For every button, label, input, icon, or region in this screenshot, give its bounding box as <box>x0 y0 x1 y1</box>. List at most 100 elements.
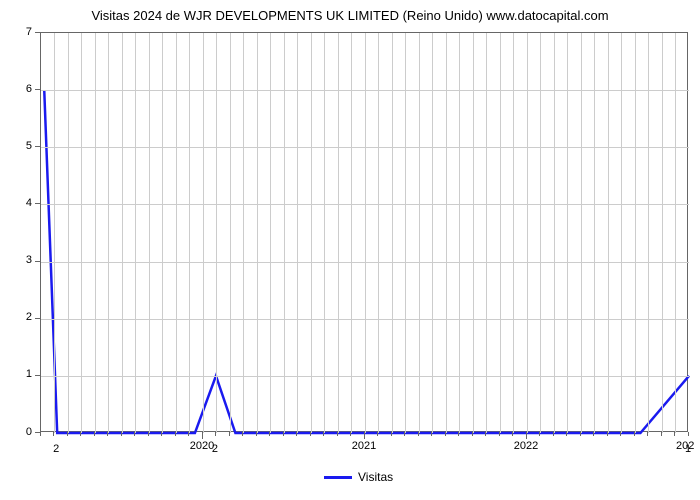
x-minor-tick <box>634 432 635 436</box>
y-tick-label: 6 <box>0 83 32 95</box>
x-minor-tick <box>53 432 54 436</box>
x-minor-tick <box>485 432 486 436</box>
gridline-v <box>662 33 663 433</box>
gridline-v <box>405 33 406 433</box>
gridline-v <box>378 33 379 433</box>
gridline-v <box>338 33 339 433</box>
x-minor-tick <box>107 432 108 436</box>
gridline-v <box>365 33 366 433</box>
x-minor-tick <box>580 432 581 436</box>
chart-title: Visitas 2024 de WJR DEVELOPMENTS UK LIMI… <box>0 8 700 23</box>
x-minor-tick <box>391 432 392 436</box>
x-minor-tick <box>418 432 419 436</box>
gridline-v <box>257 33 258 433</box>
x-minor-tick <box>134 432 135 436</box>
x-minor-tick <box>269 432 270 436</box>
gridline-v <box>446 33 447 433</box>
x-minor-tick <box>458 432 459 436</box>
x-minor-tick <box>40 432 41 436</box>
plot-area <box>40 32 688 432</box>
legend: Visitas <box>324 470 393 484</box>
gridline-v <box>581 33 582 433</box>
gridline-v <box>243 33 244 433</box>
x-minor-tick <box>337 432 338 436</box>
x-minor-tick <box>472 432 473 436</box>
gridline-v <box>675 33 676 433</box>
x-minor-tick <box>283 432 284 436</box>
x-minor-tick <box>377 432 378 436</box>
x-major-tick <box>364 432 365 439</box>
x-minor-tick <box>593 432 594 436</box>
x-minor-tick <box>229 432 230 436</box>
y-tick <box>35 261 40 262</box>
gridline-v <box>527 33 528 433</box>
y-tick-label: 5 <box>0 140 32 152</box>
gridline-v <box>608 33 609 433</box>
x-minor-tick <box>310 432 311 436</box>
x-minor-tick <box>499 432 500 436</box>
y-tick <box>35 318 40 319</box>
gridline-v <box>351 33 352 433</box>
x-major-tick <box>202 432 203 439</box>
gridline-v <box>189 33 190 433</box>
gridline-v <box>81 33 82 433</box>
x-minor-tick <box>215 432 216 436</box>
gridline-v <box>284 33 285 433</box>
gridline-v <box>500 33 501 433</box>
gridline-v <box>324 33 325 433</box>
gridline-v <box>635 33 636 433</box>
gridline-v <box>419 33 420 433</box>
legend-label: Visitas <box>358 470 393 484</box>
x-minor-tick <box>188 432 189 436</box>
gridline-v <box>149 33 150 433</box>
data-point-label: 2 <box>205 443 225 455</box>
gridline-v <box>594 33 595 433</box>
gridline-v <box>621 33 622 433</box>
legend-swatch <box>324 476 352 479</box>
data-point-label: 1 <box>678 443 698 455</box>
x-minor-tick <box>674 432 675 436</box>
gridline-v <box>473 33 474 433</box>
x-minor-tick <box>661 432 662 436</box>
x-minor-tick <box>688 432 689 436</box>
y-tick-label: 0 <box>0 426 32 438</box>
gridline-v <box>230 33 231 433</box>
gridline-v <box>486 33 487 433</box>
gridline-v <box>392 33 393 433</box>
y-tick <box>35 32 40 33</box>
x-minor-tick <box>512 432 513 436</box>
y-tick-label: 4 <box>0 197 32 209</box>
x-minor-tick <box>323 432 324 436</box>
x-minor-tick <box>161 432 162 436</box>
gridline-v <box>540 33 541 433</box>
x-minor-tick <box>175 432 176 436</box>
x-minor-tick <box>445 432 446 436</box>
x-major-tick <box>526 432 527 439</box>
gridline-v <box>459 33 460 433</box>
gridline-v <box>554 33 555 433</box>
gridline-v <box>567 33 568 433</box>
gridline-v <box>95 33 96 433</box>
y-tick-label: 1 <box>0 368 32 380</box>
chart-container: Visitas 2024 de WJR DEVELOPMENTS UK LIMI… <box>0 0 700 500</box>
gridline-v <box>432 33 433 433</box>
gridline-v <box>162 33 163 433</box>
x-minor-tick <box>94 432 95 436</box>
x-minor-tick <box>404 432 405 436</box>
gridline-v <box>122 33 123 433</box>
gridline-v <box>297 33 298 433</box>
y-tick-label: 7 <box>0 26 32 38</box>
x-minor-tick <box>620 432 621 436</box>
y-tick <box>35 146 40 147</box>
x-minor-tick <box>607 432 608 436</box>
y-tick-label: 2 <box>0 311 32 323</box>
gridline-v <box>203 33 204 433</box>
x-minor-tick <box>121 432 122 436</box>
x-minor-tick <box>350 432 351 436</box>
x-minor-tick <box>67 432 68 436</box>
x-minor-tick <box>256 432 257 436</box>
x-minor-tick <box>296 432 297 436</box>
x-minor-tick <box>431 432 432 436</box>
x-minor-tick <box>80 432 81 436</box>
x-tick-label: 2021 <box>339 440 389 452</box>
